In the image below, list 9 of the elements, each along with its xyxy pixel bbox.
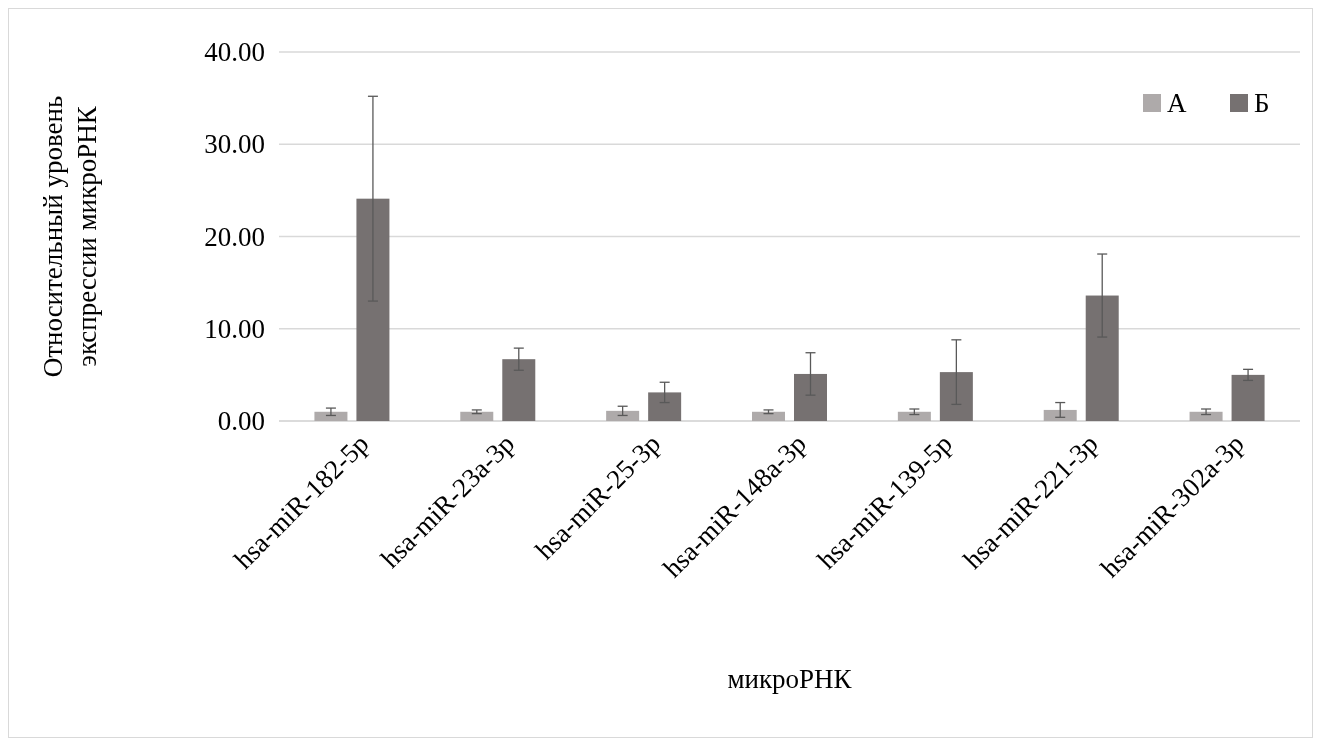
- y-axis-title: Относительный уровень экспрессии микроРНК: [38, 95, 102, 378]
- y-tick-label: 0.00: [217, 406, 265, 436]
- y-tick-label: 40.00: [204, 37, 265, 67]
- legend-label: Б: [1254, 88, 1270, 118]
- y-tick-label: 10.00: [204, 313, 265, 344]
- y-tick-label: 20.00: [204, 221, 265, 252]
- legend-label: А: [1167, 88, 1187, 118]
- x-axis-title: микроРНК: [727, 664, 853, 694]
- y-tick-label: 30.00: [204, 129, 265, 160]
